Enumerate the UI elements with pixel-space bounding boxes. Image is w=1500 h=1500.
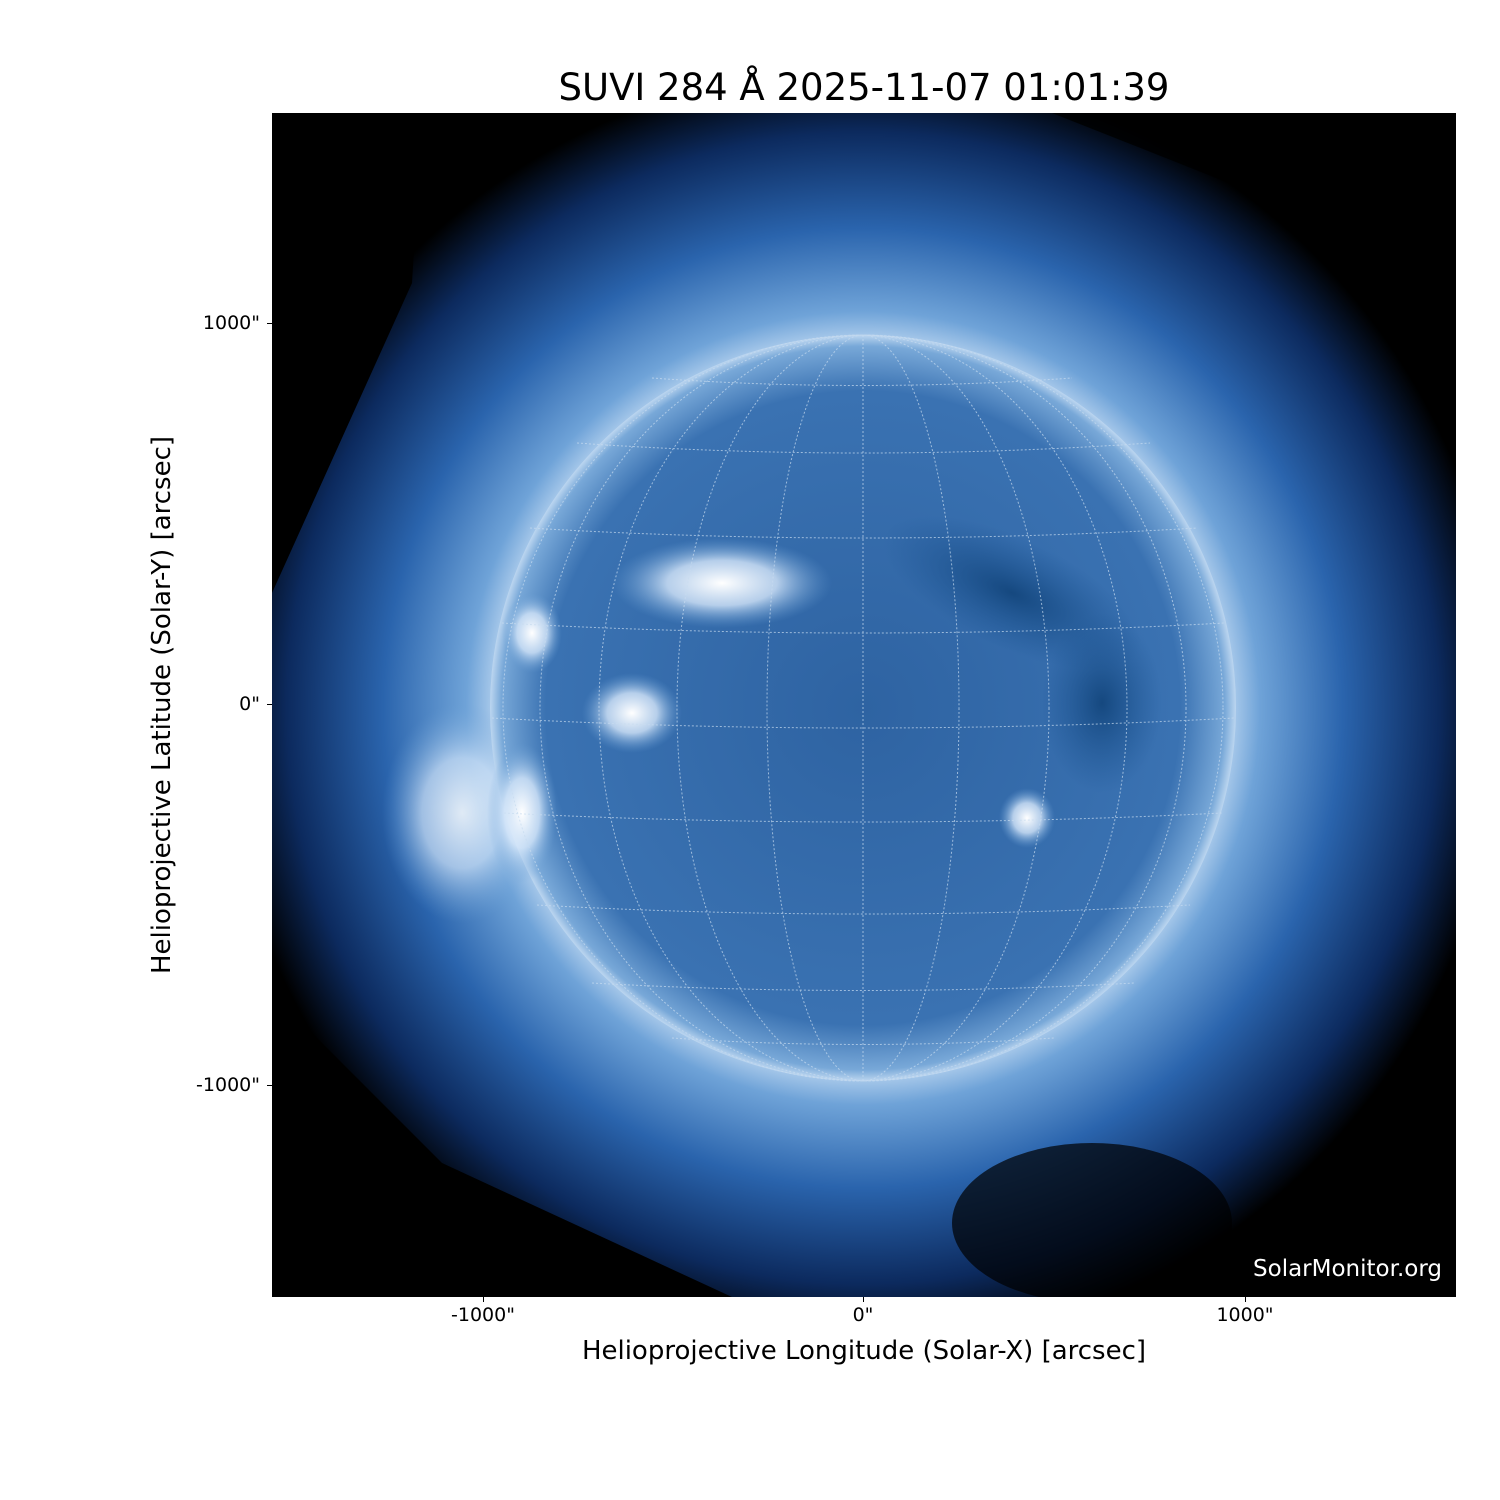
x-tick-label: 0" bbox=[852, 1304, 874, 1326]
solar-image bbox=[272, 113, 1456, 1297]
x-tick-label: 1000" bbox=[1216, 1304, 1274, 1326]
y-axis-label: Helioprojective Latitude (Solar-Y) [arcs… bbox=[147, 435, 177, 975]
watermark: SolarMonitor.org bbox=[1253, 1256, 1442, 1282]
x-axis-label: Helioprojective Longitude (Solar-X) [arc… bbox=[581, 1336, 1147, 1366]
x-tick-label: -1000" bbox=[451, 1304, 515, 1326]
plot-title: SUVI 284 Å 2025-11-07 01:01:39 bbox=[558, 66, 1170, 109]
heliographic-grid bbox=[491, 334, 1235, 1082]
y-tick-label: 0" bbox=[239, 693, 260, 715]
coronal-hole bbox=[883, 515, 1162, 793]
active-regions bbox=[487, 538, 1055, 883]
y-tick-label: -1000" bbox=[196, 1074, 260, 1096]
y-tick-label: 1000" bbox=[202, 312, 260, 334]
